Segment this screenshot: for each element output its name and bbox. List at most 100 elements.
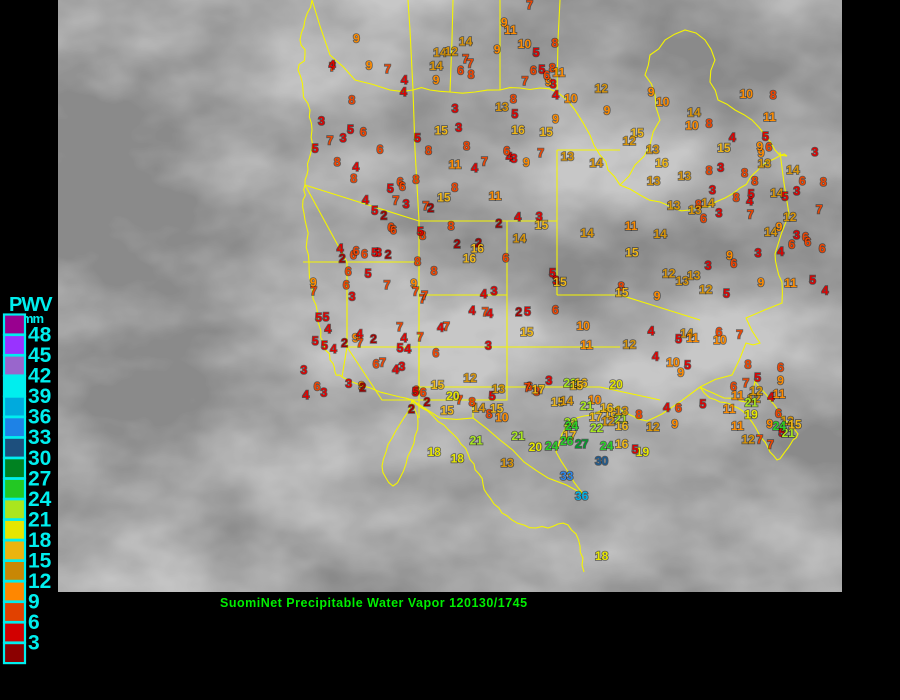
- svg-text:21: 21: [511, 429, 525, 443]
- svg-text:3: 3: [345, 376, 352, 390]
- svg-text:5: 5: [321, 338, 328, 352]
- svg-text:4: 4: [329, 58, 336, 72]
- svg-text:3: 3: [812, 145, 819, 159]
- svg-text:2: 2: [454, 237, 461, 251]
- svg-text:3: 3: [717, 161, 724, 175]
- svg-text:20: 20: [610, 378, 624, 392]
- svg-text:15: 15: [615, 285, 629, 299]
- svg-text:13: 13: [667, 199, 681, 213]
- svg-text:12: 12: [742, 433, 756, 447]
- svg-text:5: 5: [315, 311, 322, 325]
- svg-text:3: 3: [301, 363, 308, 377]
- svg-text:27: 27: [575, 437, 589, 451]
- svg-text:7: 7: [481, 155, 488, 169]
- svg-text:9: 9: [648, 85, 655, 99]
- svg-text:24: 24: [600, 439, 614, 453]
- svg-text:3: 3: [455, 121, 462, 135]
- svg-text:21: 21: [470, 434, 484, 448]
- svg-text:18: 18: [28, 529, 52, 552]
- svg-text:15: 15: [625, 246, 639, 260]
- svg-text:5: 5: [684, 358, 691, 372]
- svg-text:16: 16: [600, 401, 614, 415]
- svg-text:2: 2: [370, 332, 377, 346]
- svg-text:11: 11: [553, 65, 566, 79]
- svg-text:12: 12: [595, 82, 609, 96]
- svg-text:16: 16: [471, 241, 485, 255]
- svg-text:8: 8: [751, 174, 758, 188]
- svg-text:8: 8: [745, 358, 752, 372]
- svg-text:15: 15: [570, 378, 584, 392]
- svg-text:2: 2: [496, 217, 503, 231]
- svg-text:4: 4: [362, 193, 369, 207]
- svg-text:9: 9: [777, 374, 784, 388]
- svg-text:13: 13: [758, 157, 772, 171]
- svg-text:5: 5: [417, 225, 424, 239]
- svg-text:45: 45: [28, 344, 52, 367]
- svg-text:33: 33: [560, 469, 574, 483]
- svg-text:22: 22: [590, 421, 604, 435]
- svg-text:6: 6: [502, 251, 509, 265]
- svg-text:33: 33: [28, 426, 51, 449]
- svg-text:6: 6: [433, 346, 440, 360]
- svg-text:14: 14: [786, 163, 800, 177]
- svg-text:16: 16: [615, 437, 629, 451]
- svg-text:15: 15: [431, 378, 445, 392]
- svg-text:7: 7: [816, 203, 823, 217]
- svg-text:24: 24: [565, 419, 579, 433]
- svg-text:5: 5: [700, 397, 707, 411]
- svg-text:2: 2: [427, 201, 434, 215]
- svg-text:12: 12: [646, 420, 660, 434]
- svg-text:13: 13: [687, 269, 701, 283]
- svg-text:15: 15: [540, 125, 554, 139]
- svg-text:2: 2: [381, 208, 388, 222]
- svg-text:7: 7: [384, 62, 391, 76]
- svg-text:2: 2: [339, 252, 346, 266]
- svg-text:5: 5: [632, 442, 639, 456]
- svg-text:9: 9: [28, 591, 40, 614]
- svg-text:18: 18: [428, 445, 442, 459]
- svg-text:3: 3: [705, 258, 712, 272]
- svg-text:2: 2: [515, 305, 522, 319]
- svg-text:18: 18: [451, 451, 465, 465]
- svg-text:6: 6: [804, 235, 811, 249]
- svg-text:11: 11: [784, 276, 797, 290]
- svg-text:4: 4: [303, 388, 310, 402]
- svg-text:3: 3: [340, 131, 347, 145]
- svg-text:5: 5: [365, 266, 372, 280]
- svg-text:20: 20: [529, 440, 543, 454]
- svg-text:8: 8: [820, 175, 827, 189]
- svg-text:4: 4: [663, 401, 670, 415]
- svg-text:2: 2: [341, 336, 348, 350]
- svg-text:11: 11: [773, 387, 786, 401]
- svg-text:14: 14: [430, 59, 444, 73]
- svg-text:6: 6: [353, 244, 360, 258]
- svg-text:13: 13: [495, 100, 509, 114]
- svg-text:6: 6: [345, 264, 352, 278]
- svg-text:3: 3: [485, 339, 492, 353]
- svg-text:5: 5: [312, 141, 319, 155]
- svg-text:14: 14: [701, 196, 715, 210]
- svg-text:7: 7: [526, 0, 533, 12]
- svg-text:6: 6: [730, 380, 737, 394]
- svg-text:13: 13: [492, 382, 506, 396]
- svg-text:5: 5: [414, 131, 421, 145]
- svg-text:5: 5: [347, 123, 354, 137]
- svg-text:3: 3: [399, 360, 406, 374]
- svg-text:14: 14: [580, 226, 594, 240]
- svg-text:3: 3: [403, 197, 410, 211]
- svg-text:7: 7: [384, 278, 391, 292]
- svg-text:6: 6: [730, 257, 737, 271]
- svg-text:15: 15: [440, 403, 454, 417]
- svg-text:5: 5: [323, 310, 330, 324]
- svg-text:3: 3: [546, 373, 553, 387]
- svg-text:6: 6: [343, 278, 350, 292]
- svg-text:5: 5: [754, 370, 761, 384]
- svg-text:4: 4: [392, 363, 399, 377]
- svg-text:3: 3: [28, 632, 40, 655]
- svg-text:2: 2: [424, 395, 431, 409]
- svg-text:8: 8: [350, 171, 357, 185]
- svg-text:30: 30: [595, 454, 609, 468]
- svg-text:3: 3: [321, 386, 328, 400]
- svg-text:6: 6: [819, 241, 826, 255]
- svg-text:14: 14: [654, 227, 668, 241]
